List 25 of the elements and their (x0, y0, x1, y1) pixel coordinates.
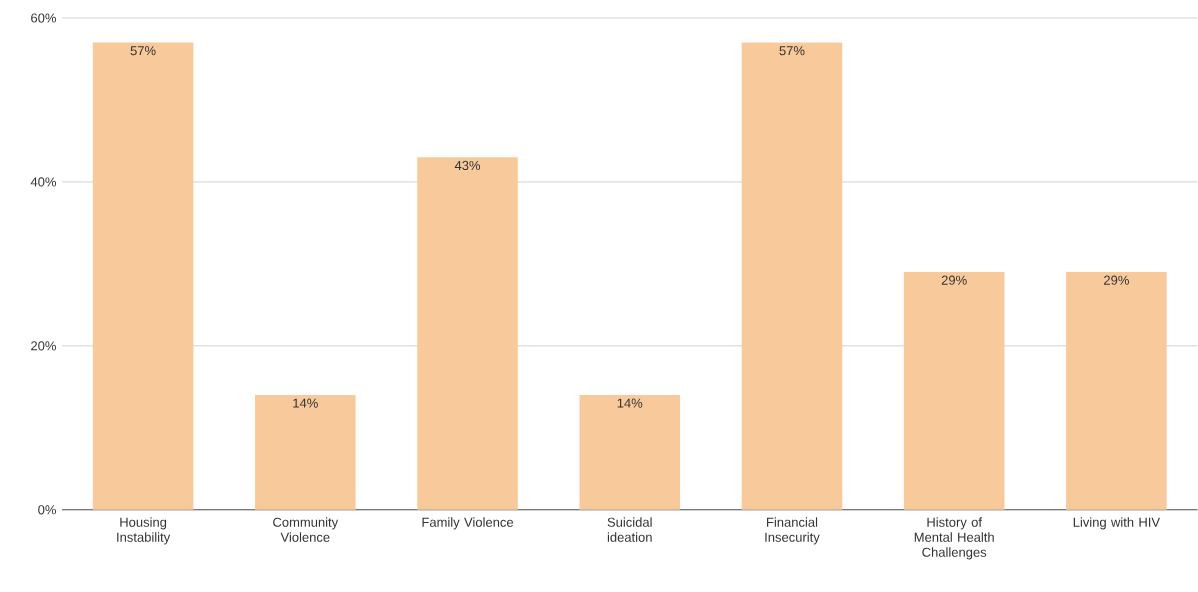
bar (741, 42, 843, 510)
data-label: 29% (1104, 275, 1129, 285)
x-tick-label: Community Violence (273, 517, 339, 542)
bar (92, 42, 194, 510)
data-label: 43% (454, 160, 481, 171)
y-tick-label: 40% (30, 177, 56, 187)
x-tick-label: History of Mental Health Challenges (914, 517, 994, 560)
data-label: 57% (779, 46, 805, 56)
x-tick-label: Housing Instability (117, 517, 171, 545)
y-tick-label: 0% (38, 505, 56, 515)
x-tick-label: Living with HIV (1073, 517, 1161, 530)
bar (903, 272, 1005, 510)
x-tick-label: Financial Insecurity (765, 517, 820, 545)
bar (579, 395, 681, 510)
data-label: 29% (941, 275, 967, 285)
data-label: 14% (617, 398, 643, 408)
data-label: 14% (293, 398, 318, 408)
y-tick-label: 60% (31, 13, 56, 23)
y-tick-label: 20% (31, 341, 56, 351)
x-tick-label: Family Violence (422, 517, 514, 530)
x-tick-label: Suicidal ideation (607, 517, 652, 542)
data-label: 57% (130, 46, 156, 56)
bar (1066, 272, 1167, 510)
bar (255, 395, 356, 510)
bar (417, 157, 518, 510)
